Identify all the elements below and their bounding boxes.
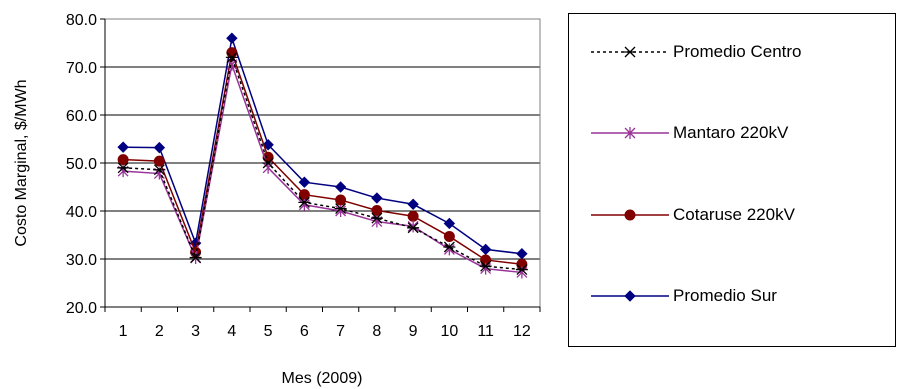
legend-label: Promedio Centro: [673, 42, 802, 61]
x-tick-label: 5: [264, 323, 273, 340]
data-point: [117, 162, 130, 174]
data-point: [443, 217, 456, 230]
data-point: [335, 194, 347, 206]
series-promedio-sur: [117, 32, 528, 260]
data-point: [226, 32, 238, 44]
data-point: [443, 241, 456, 253]
gridlines: [105, 66, 540, 260]
series-promedio-centro: [117, 51, 528, 276]
axes: [100, 18, 541, 312]
data-point: [262, 139, 274, 151]
series-cotaruse-220kv: [117, 47, 528, 270]
data-point: [516, 248, 528, 260]
x-axis-title: Mes (2009): [282, 370, 363, 387]
data-point: [407, 222, 420, 234]
legend-item-promedio-centro: Promedio Centro: [589, 40, 802, 64]
legend-label: Mantaro 220kV: [673, 123, 789, 142]
data-point: [298, 196, 311, 208]
legend-item-mantaro-220kv: Mantaro 220kV: [589, 121, 788, 145]
x-tick-label: 1: [119, 323, 128, 340]
legend-swatch: [591, 127, 669, 139]
data-point: [370, 212, 383, 224]
data-point: [624, 127, 636, 139]
y-tick-label: 60.0: [66, 108, 97, 125]
data-point: [479, 260, 492, 272]
x-tick-label: 10: [440, 323, 458, 340]
data-point: [117, 141, 129, 153]
x-tick-label: 7: [336, 323, 345, 340]
y-tick-labels: 20.0 30.0 40.0 50.0 60.0 70.0 80.0: [66, 12, 97, 317]
data-point: [117, 154, 129, 166]
series-line: [123, 54, 522, 271]
data-point: [153, 141, 166, 154]
data-point: [298, 176, 311, 188]
data-point: [189, 252, 202, 264]
data-point: [479, 243, 492, 256]
x-tick-label: 11: [477, 323, 494, 340]
legend-item-cotaruse-220kv: Cotaruse 220kV: [589, 203, 795, 227]
x-tick-labels: 1 2 3 4 5 6 7 8 9 10 11 12: [119, 323, 531, 340]
data-point: [334, 181, 347, 193]
data-point: [371, 192, 383, 204]
legend-swatch: [591, 209, 669, 221]
legend-swatch: [591, 290, 669, 302]
data-point: [443, 230, 455, 242]
series-mantaro-220kv: [117, 58, 528, 279]
data-point: [624, 46, 636, 58]
data-point: [624, 209, 636, 221]
y-axis-title: Costo Marginal, $/MWh: [13, 79, 30, 246]
x-tick-label: 6: [300, 323, 309, 340]
data-point: [407, 198, 419, 210]
data-point: [262, 157, 275, 169]
data-point: [371, 205, 383, 217]
x-tick-label: 3: [191, 323, 200, 340]
data-point: [335, 205, 347, 217]
data-point: [407, 220, 419, 233]
y-tick-label: 20.0: [66, 300, 97, 317]
series-line: [123, 61, 522, 274]
data-point: [153, 155, 165, 167]
data-point: [153, 164, 166, 176]
x-tick-label: 12: [513, 323, 531, 340]
data-point: [226, 47, 238, 59]
data-point: [298, 198, 310, 211]
series-line: [123, 49, 522, 266]
legend-swatch: [591, 46, 669, 58]
data-point: [225, 51, 238, 63]
legend-label: Promedio Sur: [673, 286, 777, 305]
y-tick-label: 50.0: [66, 156, 97, 173]
y-tick-label: 40.0: [66, 204, 97, 221]
x-tick-label: 4: [227, 323, 236, 340]
legend: Promedio Centro Mantaro 220kV Cotaruse 220…: [568, 13, 896, 347]
y-tick-label: 80.0: [66, 12, 97, 29]
x-tick-label: 2: [155, 323, 164, 340]
series-lines: [117, 32, 528, 279]
legend-item-promedio-sur: Promedio Sur: [589, 284, 777, 308]
legend-label: Cotaruse 220kV: [673, 205, 795, 224]
data-point: [624, 290, 636, 302]
x-tick-label: 9: [409, 323, 418, 340]
data-point: [407, 210, 419, 222]
data-point: [334, 203, 347, 215]
series-line: [123, 37, 522, 255]
data-point: [515, 264, 528, 276]
y-tick-label: 70.0: [66, 60, 97, 77]
x-tick-label: 8: [372, 323, 381, 340]
y-tick-label: 30.0: [66, 252, 97, 269]
